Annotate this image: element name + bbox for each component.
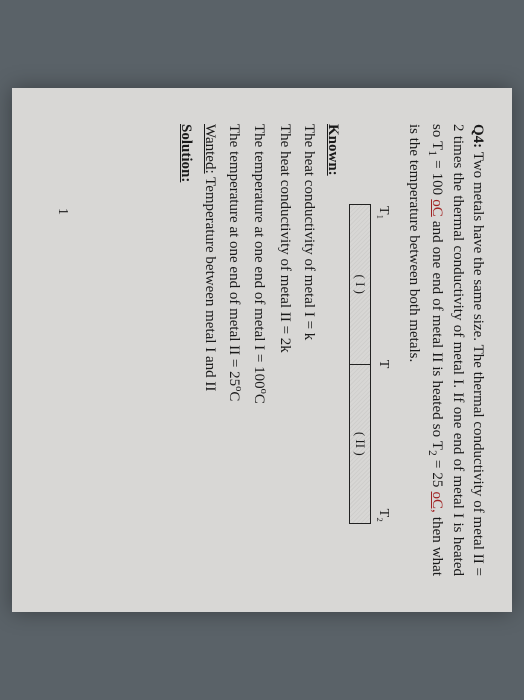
wanted-block: Wanted: Temperature between metal I and …	[200, 124, 220, 576]
diagram: T₁ T T₂ ( I ) ( II )	[349, 204, 392, 524]
seg1-label: ( I )	[351, 275, 369, 295]
page: Q4: Two metals have the same size. The t…	[12, 88, 512, 612]
segment-1: ( I )	[350, 205, 370, 365]
q-b: and one end of metal II is heated so T	[430, 217, 446, 450]
wanted-text: Temperature between metal I and II	[202, 174, 218, 392]
label-t2: T₂	[373, 509, 392, 522]
wanted-label: Wanted:	[202, 124, 218, 174]
known-l1: The heat conductivity of metal I = k	[299, 124, 319, 576]
known-l3-text: The temperature at one end of metal I = …	[251, 124, 267, 389]
question-label: Q4:	[470, 124, 486, 148]
question-text: Q4: Two metals have the same size. The t…	[404, 124, 488, 576]
segment-2: ( II )	[350, 365, 370, 524]
solution-header: Solution:	[175, 124, 195, 576]
known-l2: The heat conductivity of metal II = 2k	[274, 124, 294, 576]
known-block: Known: The heat conductivity of metal I …	[224, 124, 343, 576]
known-l3: The temperature at one end of metal I = …	[249, 124, 270, 576]
seg2-label: ( II )	[351, 432, 369, 456]
stray-number: 1	[52, 208, 71, 215]
bar: ( I ) ( II )	[349, 204, 371, 524]
known-l3-u: C	[251, 394, 267, 404]
known-l4: The temperature at one end of metal II =…	[224, 124, 245, 576]
label-t: T	[373, 360, 392, 369]
known-header: Known:	[323, 124, 343, 576]
label-t1: T₁	[373, 206, 392, 219]
t1-val: = 100	[430, 156, 446, 199]
t2-unit: oC,	[430, 492, 446, 513]
t1-unit: oC	[430, 199, 446, 217]
diagram-top-labels: T₁ T T₂	[373, 204, 392, 524]
known-l4-u: C	[226, 391, 242, 401]
t2-val: = 25	[430, 456, 446, 492]
known-l4-text: The temperature at one end of metal II =…	[226, 124, 242, 386]
